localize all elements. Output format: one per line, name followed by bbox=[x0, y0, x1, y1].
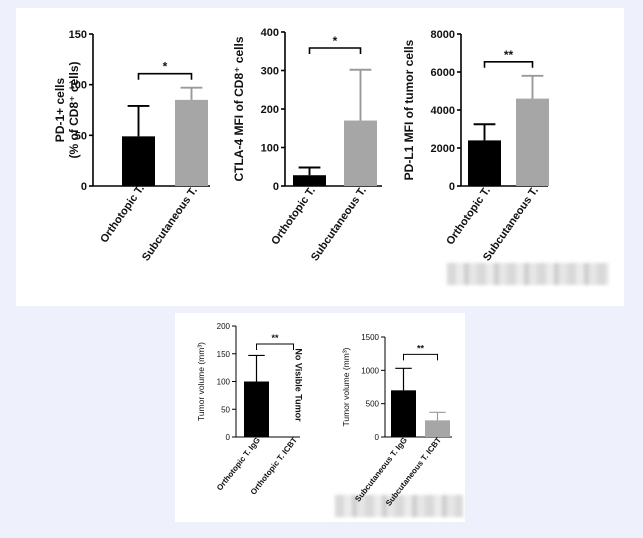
y-tick-label: 1500 bbox=[361, 333, 379, 342]
y-tick-label: 8000 bbox=[431, 29, 455, 41]
y-tick-label: 200 bbox=[217, 322, 231, 331]
y-tick-label: 100 bbox=[261, 143, 279, 155]
bar bbox=[244, 381, 269, 437]
y-tick-label: 400 bbox=[261, 27, 279, 39]
significance-bracket bbox=[256, 343, 294, 350]
significance-marker: ** bbox=[271, 333, 279, 343]
chart-2: 0 100 200 300 400 * CTLA-4 MFI of CD8⁺ cells Or… bbox=[232, 27, 382, 263]
x-tick-label: Orthotopic T. bbox=[269, 185, 318, 247]
chart-3: 0 2000 4000 6000 8000 ** PD-L1 MFI of tumor ce… bbox=[402, 29, 549, 263]
y-tick-label: 500 bbox=[366, 400, 380, 409]
no-visible-tumor-annotation: No Visible Tumor bbox=[294, 348, 304, 422]
y-tick-label: 50 bbox=[221, 405, 230, 414]
bar bbox=[391, 390, 416, 437]
bottom-figure-panel bbox=[175, 313, 465, 522]
significance-bracket bbox=[403, 353, 438, 361]
x-tick-label: Orthotopic T. bbox=[444, 185, 493, 247]
significance-marker: ** bbox=[417, 343, 425, 353]
bar bbox=[344, 120, 377, 186]
bar bbox=[122, 136, 155, 186]
y-tick-label: 0 bbox=[81, 181, 87, 193]
y-tick-label: 6000 bbox=[431, 67, 455, 79]
y-tick-label: 100 bbox=[217, 378, 231, 387]
blurred-watermark-top bbox=[447, 263, 609, 285]
y-tick-label: 0 bbox=[449, 181, 455, 193]
y-axis-label: PD-L1 MFI of tumor cells bbox=[402, 39, 416, 180]
x-tick-label: Subcutaneous T. bbox=[309, 185, 369, 263]
y-axis-label: Tumor volume (mm³) bbox=[196, 342, 206, 421]
y-tick-label: 0 bbox=[226, 433, 231, 442]
y-tick-label: 1000 bbox=[361, 366, 379, 375]
significance-marker: * bbox=[163, 60, 168, 74]
x-tick-label: Subcutaneous T. bbox=[140, 185, 200, 263]
significance-marker: ** bbox=[504, 48, 514, 62]
bar bbox=[468, 140, 501, 186]
bar bbox=[425, 420, 450, 437]
x-tick-label: Subcutaneous T. bbox=[481, 185, 541, 263]
bar bbox=[175, 99, 208, 186]
significance-marker: * bbox=[333, 34, 338, 48]
chart-1: 0 50 100 150 * PD-1+ cells (% of CD8⁺ cells) Or… bbox=[53, 29, 210, 263]
y-axis-label: Tumor volume (mm³) bbox=[341, 347, 351, 426]
x-tick-label: Orthotopic T. bbox=[98, 183, 147, 245]
y-axis-label: PD-1+ cells bbox=[53, 77, 67, 142]
bar bbox=[293, 175, 326, 186]
y-axis-label: CTLA-4 MFI of CD8⁺ cells bbox=[232, 36, 246, 181]
y-tick-label: 4000 bbox=[431, 105, 455, 117]
significance-bracket bbox=[137, 72, 193, 80]
y-tick-label: 50 bbox=[75, 130, 87, 142]
significance-bracket bbox=[308, 47, 362, 54]
y-tick-label: 2000 bbox=[431, 143, 455, 155]
bar bbox=[516, 98, 549, 186]
blurred-watermark-bottom bbox=[335, 495, 463, 517]
y-tick-label: 100 bbox=[69, 80, 87, 92]
y-tick-label: 150 bbox=[69, 29, 87, 41]
y-tick-label: 200 bbox=[261, 104, 279, 116]
y-tick-label: 300 bbox=[261, 66, 279, 78]
significance-bracket bbox=[483, 61, 534, 68]
y-axis-label: (% of CD8⁺ cells) bbox=[67, 61, 81, 158]
y-tick-label: 0 bbox=[273, 181, 279, 193]
y-tick-label: 0 bbox=[375, 433, 380, 442]
y-tick-label: 150 bbox=[217, 350, 231, 359]
